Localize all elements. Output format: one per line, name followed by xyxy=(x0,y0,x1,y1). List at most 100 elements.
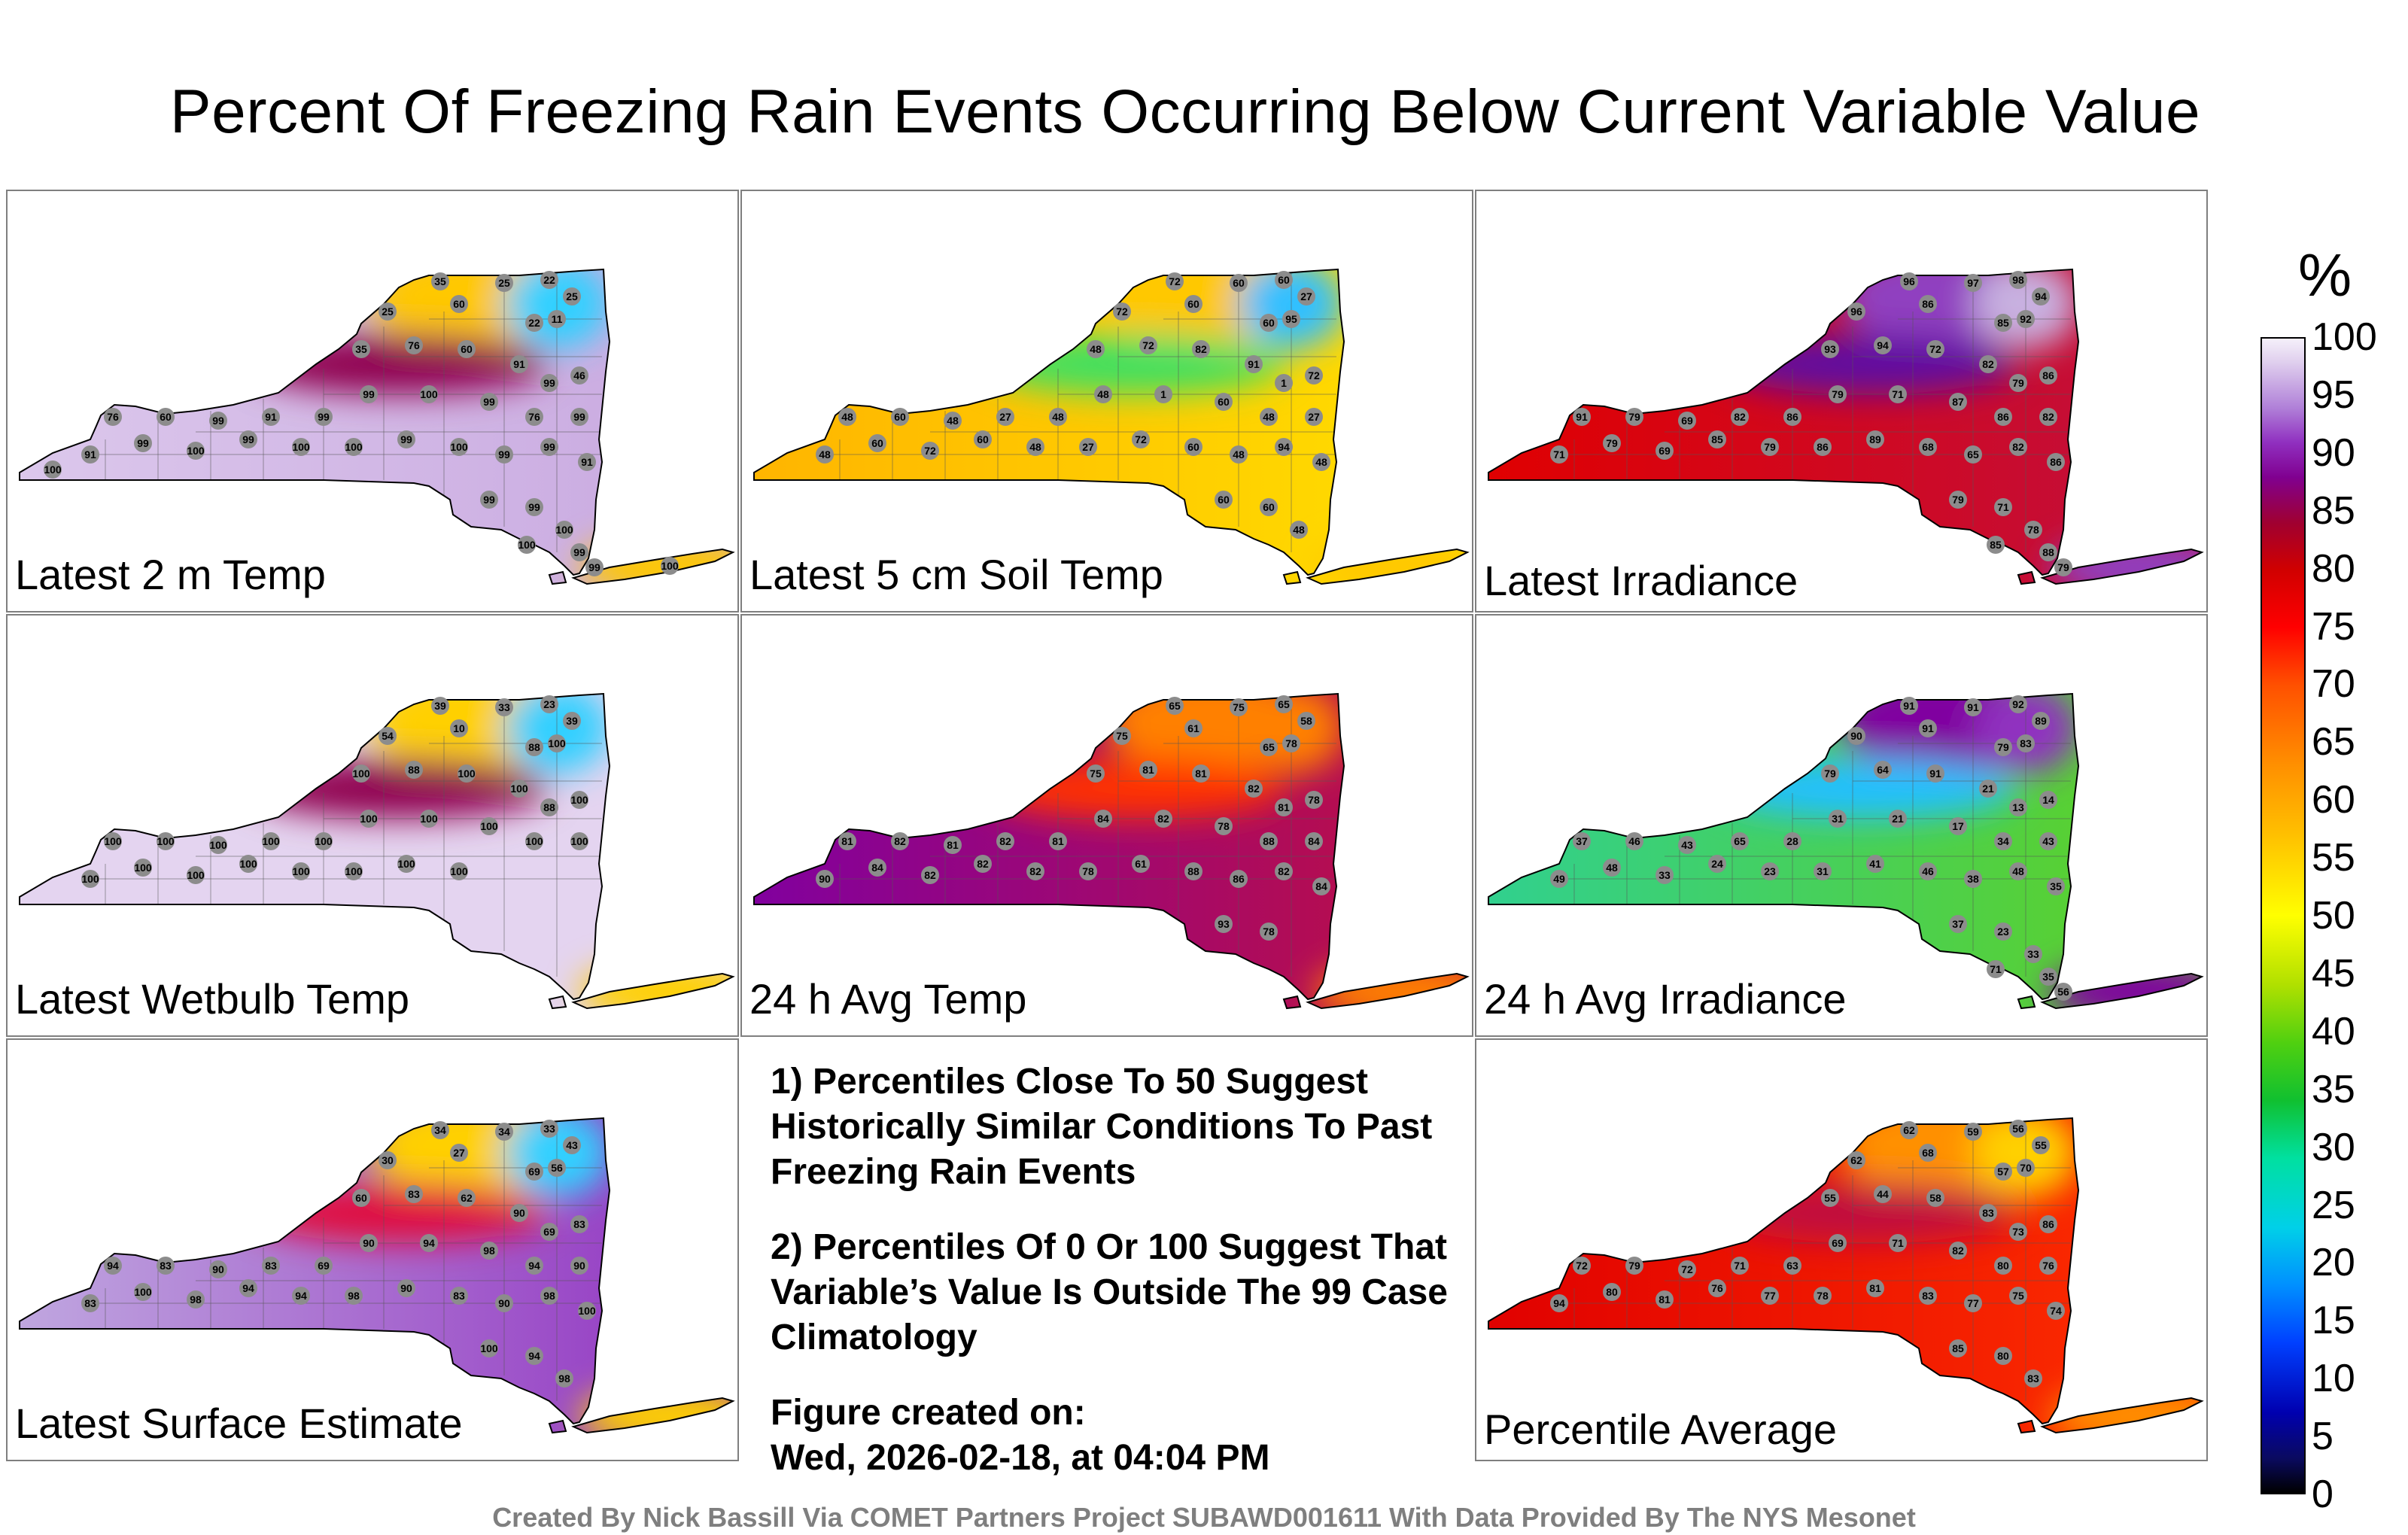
station-marker: 33 xyxy=(540,1120,558,1138)
station-marker: 81 xyxy=(1655,1290,1674,1309)
station-marker: 100 xyxy=(661,557,679,575)
station-marker: 69 xyxy=(1655,442,1674,460)
station-marker: 97 xyxy=(1964,274,1982,292)
station-dot xyxy=(495,445,513,464)
station-dot xyxy=(1731,832,1749,850)
station-dot xyxy=(405,761,423,779)
colorbar-tick: 95 xyxy=(2312,372,2355,417)
station-marker: 86 xyxy=(2039,366,2057,385)
station-marker: 75 xyxy=(2009,1287,2027,1305)
station-marker: 79 xyxy=(1761,438,1779,456)
station-value: 89 xyxy=(1869,433,1881,445)
station-value: 10 xyxy=(453,722,465,734)
panel-label: Latest Surface Estimate xyxy=(15,1400,463,1447)
station-marker: 82 xyxy=(2009,438,2027,456)
station-marker: 68 xyxy=(1919,1144,1937,1162)
colorbar-tick: 0 xyxy=(2312,1473,2334,1516)
colorbar-tick: 70 xyxy=(2312,662,2355,707)
station-marker: 75 xyxy=(1230,698,1248,716)
station-marker: 100 xyxy=(570,791,588,809)
station-marker: 83 xyxy=(405,1185,423,1203)
station-dot xyxy=(360,385,378,403)
station-value: 64 xyxy=(1877,764,1889,776)
station-marker: 82 xyxy=(1192,340,1210,358)
station-dot xyxy=(1655,866,1674,884)
station-marker: 82 xyxy=(1979,355,1997,373)
station-dot xyxy=(1829,1234,1847,1252)
station-marker: 100 xyxy=(239,855,257,873)
station-value: 48 xyxy=(841,411,853,423)
station-marker: 80 xyxy=(1994,1257,2012,1275)
footer-credit: Created By Nick Bassill Via COMET Partne… xyxy=(492,1502,1916,1533)
station-value: 61 xyxy=(1135,858,1147,870)
station-marker: 81 xyxy=(1139,761,1157,779)
station-value: 69 xyxy=(528,1166,540,1178)
station-value: 62 xyxy=(461,1192,473,1204)
station-value: 82 xyxy=(894,835,906,847)
station-value: 69 xyxy=(1832,1237,1844,1249)
station-value: 99 xyxy=(543,441,555,453)
station-marker: 79 xyxy=(1949,491,1967,509)
station-value: 21 xyxy=(1892,813,1904,825)
station-marker: 81 xyxy=(1192,764,1210,783)
station-dot xyxy=(1829,385,1847,403)
station-marker: 76 xyxy=(525,408,543,426)
station-marker: 100 xyxy=(209,836,227,854)
station-dot xyxy=(292,862,310,880)
station-marker: 100 xyxy=(450,862,468,880)
station-marker: 100 xyxy=(420,385,438,403)
station-dot xyxy=(1994,1347,2012,1365)
station-marker: 1 xyxy=(1275,374,1293,392)
station-dot xyxy=(548,310,566,328)
station-value: 91 xyxy=(1576,411,1588,423)
station-marker: 22 xyxy=(525,314,543,332)
station-dot xyxy=(397,1279,415,1297)
station-dot xyxy=(1731,408,1749,426)
station-dot xyxy=(2032,287,2050,305)
station-value: 76 xyxy=(107,411,119,423)
station-value: 100 xyxy=(480,1342,498,1354)
station-dot xyxy=(1987,960,2005,978)
station-marker: 87 xyxy=(1949,393,1967,411)
station-marker: 60 xyxy=(1184,295,1202,313)
station-value: 22 xyxy=(528,317,540,329)
station-dot xyxy=(315,408,333,426)
station-dot xyxy=(1550,870,1568,888)
station-dot xyxy=(1821,340,1839,358)
station-value: 48 xyxy=(2012,865,2024,877)
station-dot xyxy=(1655,442,1674,460)
station-marker: 82 xyxy=(921,866,939,884)
station-value: 91 xyxy=(581,456,593,468)
station-value: 33 xyxy=(543,1123,555,1135)
station-dot xyxy=(1113,727,1131,745)
station-dot xyxy=(1678,1260,1696,1278)
station-dot xyxy=(1230,698,1248,716)
station-marker: 85 xyxy=(1949,1339,1967,1357)
state-outline xyxy=(1306,972,1470,1010)
station-marker: 90 xyxy=(1847,727,1865,745)
station-dot xyxy=(540,271,558,289)
station-marker: 80 xyxy=(1603,1283,1621,1301)
station-dot xyxy=(1132,855,1150,873)
panel-label: Percentile Average xyxy=(1484,1406,1838,1453)
station-marker: 35 xyxy=(352,340,370,358)
station-value: 31 xyxy=(1832,813,1844,825)
station-marker: 27 xyxy=(450,1144,468,1162)
station-value: 100 xyxy=(292,865,310,877)
station-marker: 56 xyxy=(2009,1120,2027,1138)
station-dot xyxy=(1761,862,1779,880)
station-marker: 91 xyxy=(1573,408,1591,426)
station-dot xyxy=(1847,727,1865,745)
station-value: 30 xyxy=(382,1154,394,1166)
station-marker: 91 xyxy=(262,408,280,426)
station-marker: 78 xyxy=(1282,734,1300,752)
station-dot xyxy=(2017,734,2035,752)
station-marker: 100 xyxy=(525,832,543,850)
station-value: 14 xyxy=(2042,794,2054,806)
station-marker: 99 xyxy=(134,434,152,452)
station-marker: 35 xyxy=(2039,968,2057,986)
station-dot xyxy=(450,295,468,313)
station-value: 43 xyxy=(2042,835,2054,847)
station-dot xyxy=(2017,1159,2035,1177)
station-value: 91 xyxy=(84,448,96,460)
